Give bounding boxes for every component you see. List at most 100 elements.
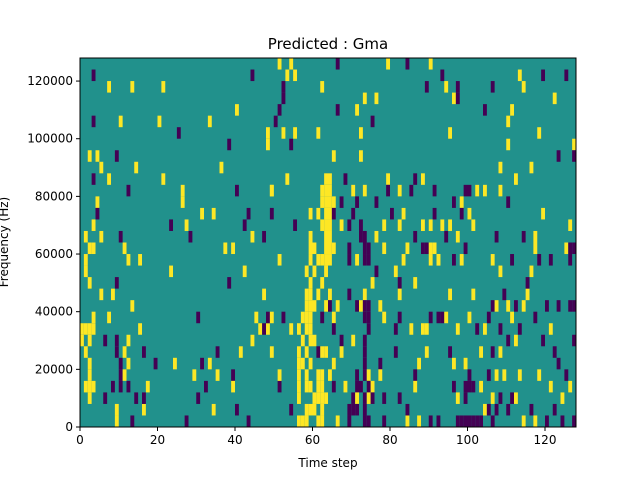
heatmap-cell [541,207,546,220]
heatmap-cell [533,415,538,427]
heatmap-cell [432,242,437,255]
x-tick-label: 40 [227,433,242,447]
heatmap-cell [455,81,460,93]
heatmap-cell [297,357,301,370]
heatmap-cell [347,288,352,301]
heatmap-cell [541,334,546,347]
heatmap-cell [355,104,360,116]
heatmap-cell [304,403,309,416]
heatmap-cell [308,242,313,255]
heatmap-cell [145,380,150,393]
heatmap-cell [405,403,410,416]
heatmap-cell [118,380,123,393]
heatmap-cell [111,380,115,393]
heatmap-cell [242,219,247,231]
heatmap-cell [405,242,410,255]
heatmap-cell [556,357,561,370]
heatmap-cell [506,138,511,151]
heatmap-cell [320,380,325,393]
heatmap-cell [215,346,220,358]
heatmap-cell [324,392,329,404]
heatmap-cell [355,403,360,416]
chart-title: Predicted : Gma [268,35,388,53]
heatmap-cell [572,242,577,255]
heatmap-cell [529,403,534,416]
heatmap-cell [444,230,449,243]
heatmap-cell [467,415,472,427]
heatmap-cell [235,184,239,197]
heatmap-cell [324,242,329,255]
heatmap-cell [514,392,518,404]
heatmap-cell [95,196,100,208]
heatmap-cell [444,311,449,324]
heatmap-cell [320,311,325,324]
heatmap-cell [328,288,332,301]
heatmap-cell [281,127,286,139]
heatmap-cell [560,392,565,404]
heatmap-cell [130,81,135,93]
heatmap-cell [397,184,402,197]
heatmap-cell [362,346,367,358]
heatmap-cell [347,403,352,416]
heatmap-cell [560,415,565,427]
heatmap-cell [320,81,325,93]
heatmap-cell [351,392,356,404]
heatmap-cell [386,58,391,70]
heatmap-cell [479,346,484,358]
heatmap-cell [138,254,143,266]
heatmap-cell [262,323,267,335]
heatmap-cell [517,369,522,381]
heatmap-cell [176,127,181,139]
heatmap-cell [328,196,332,208]
heatmap-cell [514,300,518,312]
heatmap-cell [308,357,313,370]
heatmap-cell [564,369,569,381]
heatmap-cell [401,254,406,266]
heatmap-cell [114,150,119,162]
heatmap-cell [242,265,247,278]
heatmap-cell [467,369,472,381]
heatmap-cell [188,230,193,243]
heatmap-cell [568,254,573,266]
heatmap-cell [258,323,263,335]
heatmap-cell [211,207,216,220]
heatmap-cell [304,323,309,335]
heatmap-cell [103,392,108,404]
y-tick-label: 0 [65,420,73,434]
heatmap-cell [362,392,367,404]
heatmap-cell [324,184,329,197]
heatmap-cell [428,311,433,324]
heatmap-cell [359,127,363,139]
heatmap-cell [324,173,329,185]
heatmap-cell [331,207,336,220]
heatmap-cell [475,323,480,335]
heatmap-cell [424,242,429,255]
heatmap-cell [494,369,499,381]
heatmap-cell [506,196,511,208]
heatmap-cell [374,196,379,208]
heatmap-cell [277,369,282,381]
heatmap-cell [312,334,317,347]
heatmap-cell [382,392,387,404]
heatmap-cell [362,415,367,427]
heatmap-cell [308,207,313,220]
heatmap-cell [452,92,456,105]
heatmap-cell [157,115,162,128]
heatmap-cell [490,392,495,404]
heatmap-cell [231,369,236,381]
heatmap-cell [362,403,367,416]
heatmap-cell [142,403,146,416]
heatmap-cell [378,357,383,370]
heatmap-cell [359,150,363,162]
heatmap-cell [308,334,313,347]
heatmap-cell [351,184,356,197]
heatmap-cell [552,403,557,416]
heatmap-cell [87,357,92,370]
heatmap-cell [475,184,480,197]
heatmap-cell [80,334,84,347]
heatmap-cell [548,323,553,335]
heatmap-cell [118,230,123,243]
heatmap-cell [483,104,487,116]
heatmap-cell [308,288,313,301]
heatmap-cell [537,369,542,381]
